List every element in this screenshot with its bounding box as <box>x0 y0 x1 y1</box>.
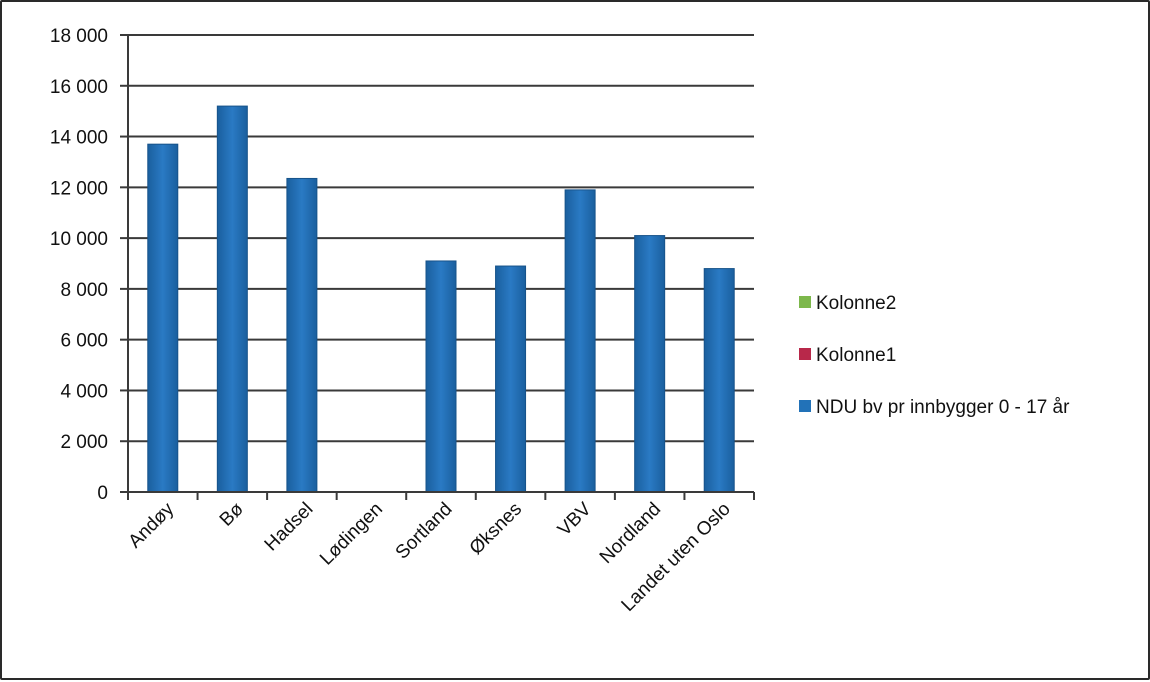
x-tick-label: Nordland <box>596 499 665 568</box>
axes <box>120 34 755 500</box>
y-tick-label: 10 000 <box>50 229 108 250</box>
legend-item: Kolonne1 <box>799 345 896 366</box>
bar-7 <box>634 235 666 493</box>
legend-label: NDU bv pr innbygger 0 - 17 år <box>816 397 1070 418</box>
y-tick-label: 14 000 <box>50 128 108 149</box>
bar-4 <box>425 260 457 493</box>
bar-1 <box>216 105 248 493</box>
y-tick-label: 6 000 <box>60 331 108 352</box>
y-tick-label: 2 000 <box>60 432 108 453</box>
x-tick-label: VBV <box>554 498 596 540</box>
legend-swatch <box>799 400 811 412</box>
y-tick-label: 16 000 <box>50 77 108 98</box>
x-tick-label: Hadsel <box>261 499 318 556</box>
y-tick-label: 0 <box>97 483 108 504</box>
legend-item: Kolonne2 <box>799 293 896 314</box>
y-tick-labels: 0 2 000 4 000 6 000 8 000 10 000 12 000 14 000 1… <box>50 26 108 504</box>
legend-swatch <box>799 296 811 308</box>
bars <box>147 105 735 493</box>
x-tick-label: Lødingen <box>316 499 387 570</box>
legend-item: NDU bv pr innbygger 0 - 17 år <box>799 397 1070 418</box>
bar-0 <box>147 143 179 493</box>
y-tick-label: 18 000 <box>50 26 108 47</box>
y-tick-label: 12 000 <box>50 178 108 199</box>
legend-label: Kolonne2 <box>816 293 896 314</box>
legend-swatch <box>799 348 811 360</box>
y-tick-label: 4 000 <box>60 381 108 402</box>
bar-2 <box>286 177 318 493</box>
legend-label: Kolonne1 <box>816 345 896 366</box>
legend: Kolonne2 Kolonne1 NDU bv pr innbygger 0 - … <box>799 293 1070 418</box>
x-tick-label: Øksnes <box>466 499 526 559</box>
y-tick-label: 8 000 <box>60 280 108 301</box>
bar-6 <box>564 189 596 493</box>
bar-5 <box>495 265 527 493</box>
x-tick-label: Sortland <box>392 499 457 564</box>
x-tick-label: Bø <box>216 498 248 530</box>
bar-8 <box>703 268 735 493</box>
x-tick-label: Andøy <box>125 498 179 552</box>
